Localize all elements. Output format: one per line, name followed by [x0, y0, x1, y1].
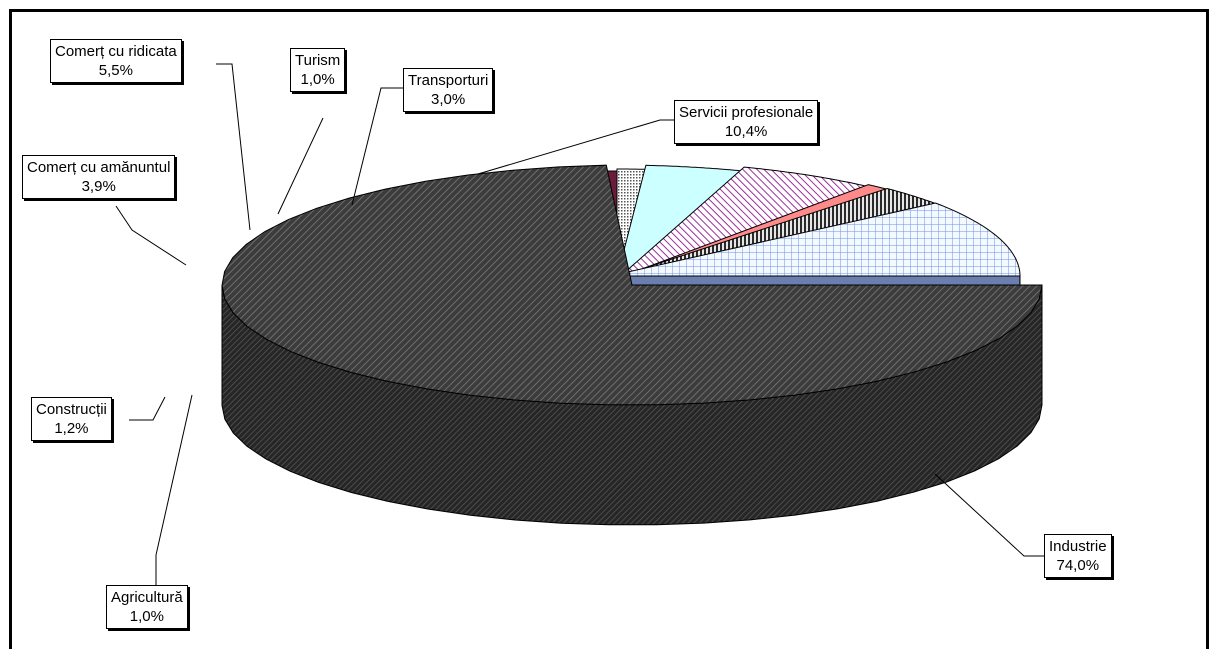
slice-label-value: 74,0% [1056, 557, 1100, 574]
pie-slice-top [613, 187, 942, 279]
pie-slice [221, 164, 1043, 526]
slice-label: Transporturi 3,0% [403, 68, 494, 112]
leader-line [351, 87, 403, 206]
pie-slice-top [614, 166, 871, 282]
pie-slices [221, 164, 1043, 526]
slice-label: Construcții 1,2% [31, 397, 112, 441]
leader-lines [115, 63, 1044, 585]
slice-label: Industrie 74,0% [1044, 534, 1112, 578]
slice-label: Turism 1,0% [290, 48, 346, 92]
slice-label-name: Comerț cu amănuntul [27, 159, 171, 176]
slice-label-name: Construcții [36, 401, 107, 418]
chart-frame [9, 9, 1209, 649]
slice-label-value: 10,4% [724, 123, 768, 140]
leader-line [277, 117, 324, 215]
slice-label-name: Transporturi [408, 72, 489, 89]
slice-label: Agricultură 1,0% [106, 585, 188, 629]
slice-label-value: 1,0% [300, 71, 335, 88]
slice-label: Comerț cu ridicata 5,5% [50, 39, 182, 83]
slice-label-value: 3,0% [431, 91, 466, 108]
leader-line [155, 394, 193, 585]
leader-line [129, 396, 166, 421]
slice-label: Comerț cu amănuntul 3,9% [22, 155, 176, 199]
slice-label-name: Servicii profesionale [679, 104, 814, 121]
pie-slice-top [609, 202, 1021, 277]
slice-label-value: 3,9% [81, 178, 116, 195]
leader-line [477, 119, 674, 175]
slice-label-value: 1,2% [54, 420, 89, 437]
slice-label-name: Industrie [1049, 538, 1107, 555]
leader-line [115, 205, 187, 266]
leader-line [216, 63, 251, 231]
slice-label: Servicii profesionale 10,4% [674, 100, 819, 144]
slice-label-name: Turism [295, 52, 341, 69]
slice-label-value: 5,5% [98, 62, 133, 79]
leader-line [934, 473, 1044, 557]
slice-label-name: Comerț cu ridicata [55, 43, 177, 60]
slice-label-value: 1,0% [129, 608, 164, 625]
slice-label-name: Agricultură [111, 589, 183, 606]
pie-slice-top [221, 164, 1043, 406]
